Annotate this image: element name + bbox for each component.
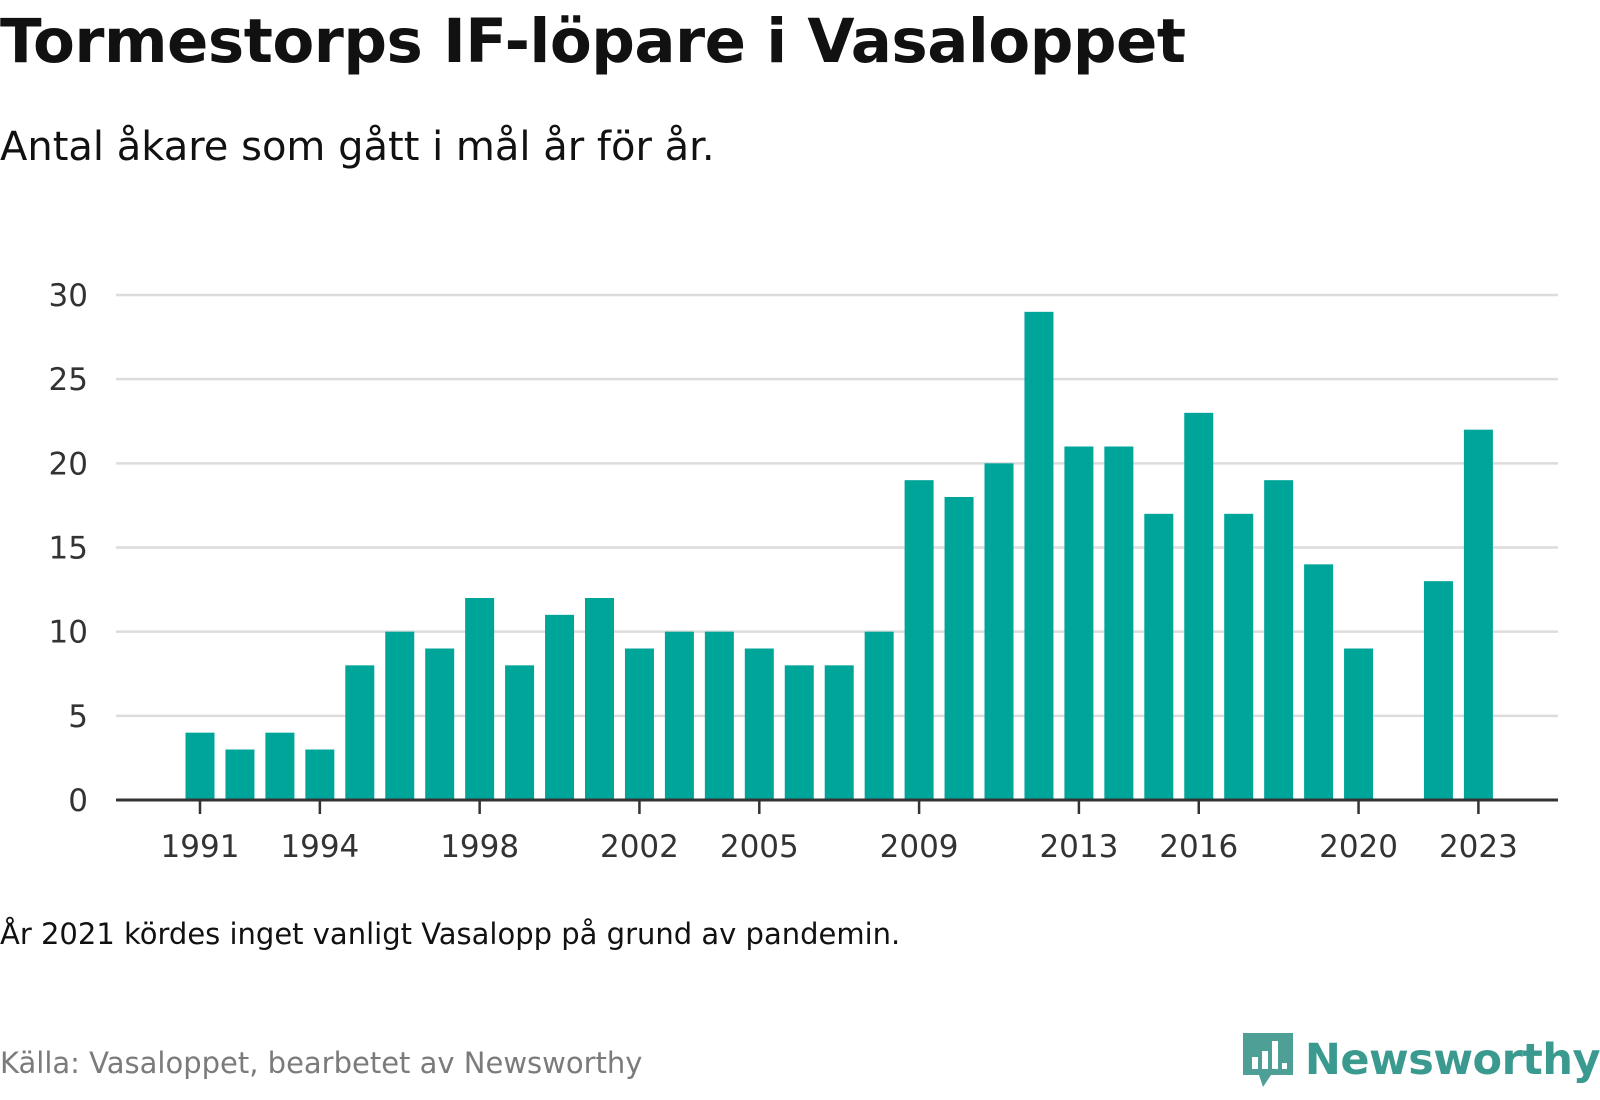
bar xyxy=(225,749,255,800)
y-tick-label: 25 xyxy=(49,362,88,398)
brand-name: Newsworthy xyxy=(1304,1035,1600,1085)
bar xyxy=(664,631,694,800)
bar xyxy=(744,648,774,800)
y-tick-label: 15 xyxy=(49,531,88,567)
bar xyxy=(585,598,614,800)
bar xyxy=(345,665,375,800)
bar xyxy=(624,648,654,800)
source-text: Källa: Vasaloppet, bearbetet av Newswort… xyxy=(0,1046,643,1080)
bar xyxy=(425,648,455,800)
bar xyxy=(465,598,495,800)
bar xyxy=(904,480,934,800)
bar xyxy=(864,631,894,800)
x-axis: 1991 1994 1998 2002 2005 2009 2013 2016 2020 2023 xyxy=(116,798,1558,865)
bar xyxy=(1024,311,1054,800)
x-tick-label: 1991 xyxy=(161,829,240,865)
x-tick-label: 2020 xyxy=(1319,829,1398,865)
x-tick-label: 2005 xyxy=(720,829,799,865)
bar xyxy=(1224,513,1254,800)
gridlines xyxy=(116,293,1558,718)
bar xyxy=(944,497,974,800)
bar xyxy=(704,631,734,800)
bar xyxy=(265,732,295,800)
bar xyxy=(784,665,814,800)
bar xyxy=(1264,480,1294,800)
bar xyxy=(1423,581,1453,800)
bar xyxy=(1344,648,1374,800)
newsworthy-logo-icon xyxy=(1242,1033,1293,1087)
bar xyxy=(1144,513,1174,800)
bar xyxy=(1463,429,1493,800)
bar xyxy=(505,665,535,800)
bar xyxy=(1184,412,1214,800)
x-tick-label: 2009 xyxy=(880,829,959,865)
bar xyxy=(305,749,335,800)
y-axis-ticks: 0 5 10 15 20 25 30 xyxy=(49,278,88,819)
bars xyxy=(185,311,1493,800)
x-tick-label: 2002 xyxy=(600,829,679,865)
chart-subtitle: Antal åkare som gått i mål år för år. xyxy=(0,124,715,170)
x-tick-label: 1998 xyxy=(440,829,519,865)
chart-title: Tormestorps IF-löpare i Vasaloppet xyxy=(0,6,1186,77)
x-tick-label: 2013 xyxy=(1039,829,1118,865)
chart-note: År 2021 kördes inget vanligt Vasalopp på… xyxy=(0,917,901,951)
y-tick-label: 20 xyxy=(49,446,88,482)
x-tick-label: 2016 xyxy=(1159,829,1238,865)
x-tick-label: 1994 xyxy=(280,829,359,865)
bar xyxy=(385,631,415,800)
bar xyxy=(545,614,575,800)
y-tick-label: 10 xyxy=(49,615,88,651)
y-tick-label: 0 xyxy=(68,783,88,819)
bar xyxy=(824,665,854,800)
y-tick-label: 5 xyxy=(68,699,88,735)
x-tick-label: 2023 xyxy=(1439,829,1518,865)
bar xyxy=(984,463,1014,800)
y-tick-label: 30 xyxy=(49,278,88,314)
bar xyxy=(185,732,215,800)
brand-logo[interactable]: Newsworthy xyxy=(1241,1030,1600,1090)
bar xyxy=(1064,446,1094,800)
bar xyxy=(1304,564,1334,800)
bar xyxy=(1104,446,1134,800)
